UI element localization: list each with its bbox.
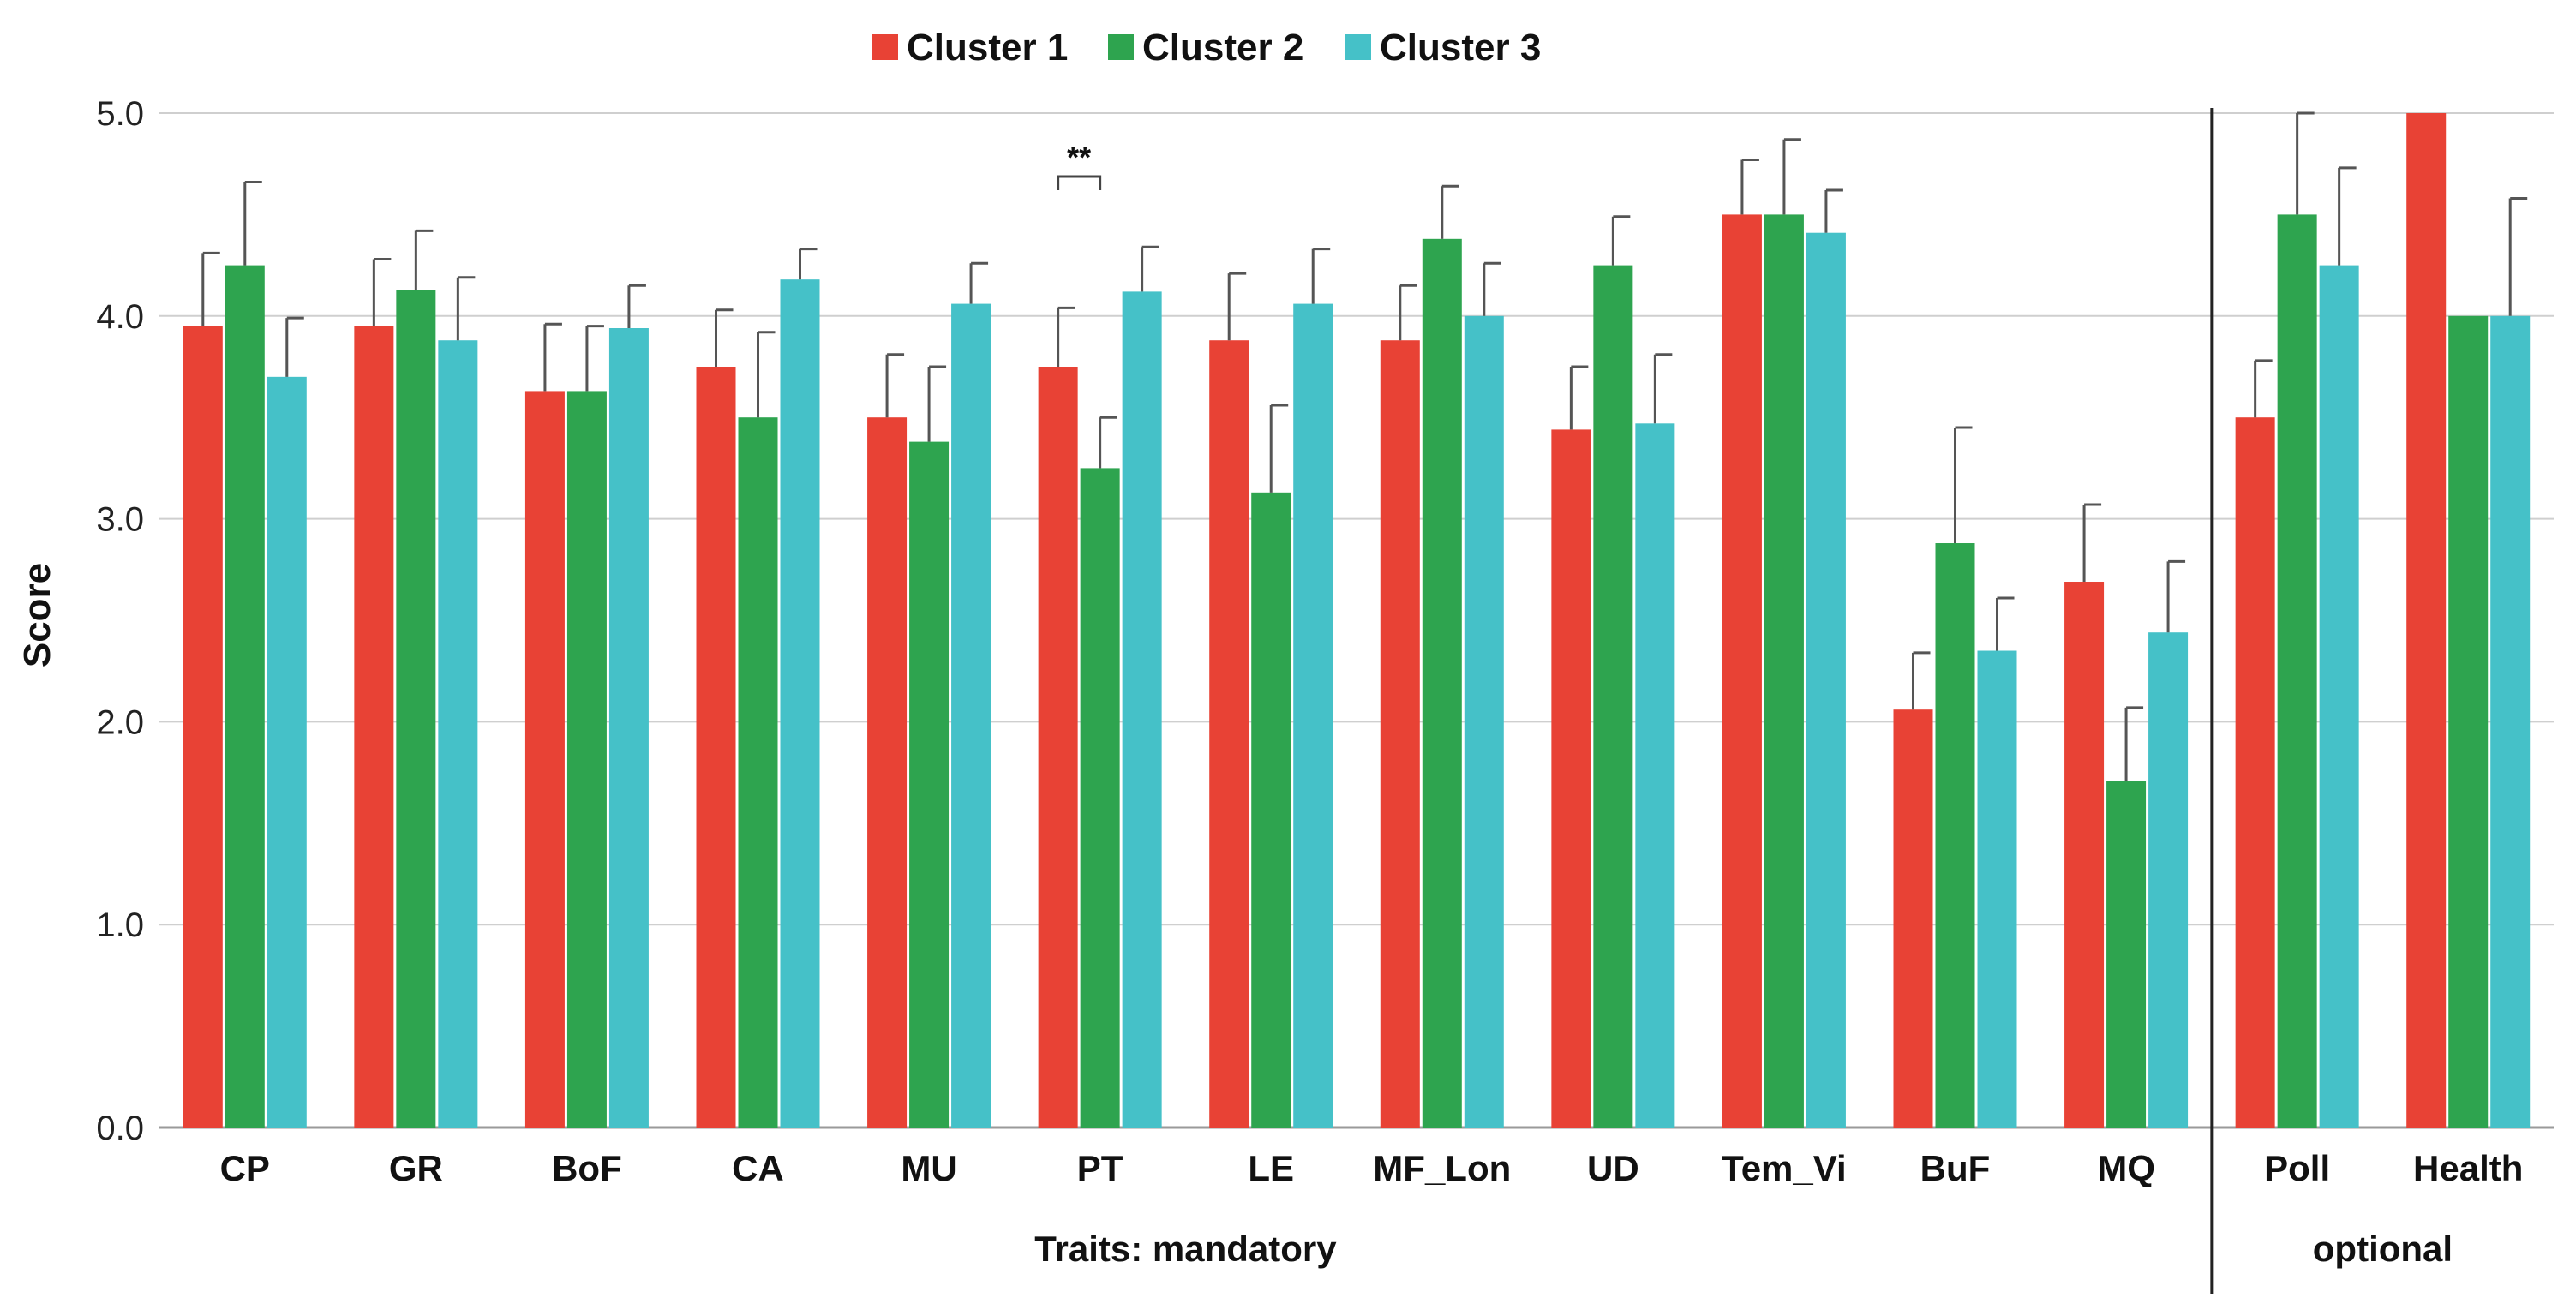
y-axis-title: Score (16, 563, 58, 667)
error-bars (201, 111, 2528, 781)
bar (183, 326, 223, 1128)
y-tick-label: 5.0 (96, 95, 144, 133)
x-tick-label: Tem_Vi (1722, 1148, 1847, 1188)
x-tick-label: CA (732, 1148, 784, 1188)
bar (438, 340, 478, 1128)
legend-label: Cluster 1 (907, 27, 1068, 69)
bar (1209, 340, 1249, 1128)
bar (2235, 417, 2275, 1128)
bar (2106, 781, 2147, 1128)
bar (225, 265, 265, 1128)
legend-item: Cluster 2 (1108, 27, 1303, 69)
bar (867, 417, 908, 1128)
bar (354, 326, 394, 1128)
y-tick-label: 3.0 (96, 501, 144, 539)
y-axis-ticks: 0.0 1.0 2.0 3.0 4.0 5.0 (96, 95, 144, 1147)
bar (1464, 315, 1504, 1128)
bar (1893, 709, 1933, 1128)
bar (1038, 367, 1078, 1128)
y-tick-label: 0.0 (96, 1110, 144, 1147)
x-tick-label: MF_Lon (1373, 1148, 1511, 1188)
legend-swatch (1345, 34, 1371, 60)
legend-label: Cluster 2 (1142, 27, 1303, 69)
bar (738, 417, 778, 1128)
group-label: optional (2313, 1229, 2453, 1269)
bar (1935, 543, 1975, 1128)
x-tick-label: LE (1248, 1148, 1294, 1188)
x-tick-label: Health (2413, 1148, 2523, 1188)
bar (909, 441, 950, 1128)
bar (2277, 214, 2317, 1128)
bar (608, 328, 649, 1128)
bar (1422, 238, 1462, 1128)
legend-item: Cluster 3 (1345, 27, 1541, 69)
bar (780, 279, 820, 1128)
category-groups: Traits: mandatory optional (1034, 108, 2453, 1294)
y-tick-label: 4.0 (96, 298, 144, 336)
x-tick-label: PT (1077, 1148, 1123, 1188)
bar (1593, 265, 1633, 1128)
x-tick-label: CP (220, 1148, 270, 1188)
bar (2319, 265, 2359, 1128)
bar (524, 391, 565, 1128)
x-tick-label: MQ (2097, 1148, 2155, 1188)
bar (1080, 468, 1120, 1128)
bar (1293, 303, 1333, 1128)
bar (1722, 214, 1762, 1128)
x-tick-label: GR (389, 1148, 443, 1188)
bar (696, 367, 736, 1128)
bar (2490, 315, 2531, 1128)
legend: Cluster 1 Cluster 2 Cluster 3 (872, 27, 1541, 69)
x-axis-ticks: CP GR BoF CA MU PT LE MF_Lon UD Tem_Vi BuF MQ Poll He… (220, 1148, 2524, 1188)
bar (1551, 429, 1591, 1128)
significance-bracket (1057, 175, 1102, 190)
legend-swatch (1108, 34, 1134, 60)
bar (1380, 340, 1420, 1128)
bar (396, 290, 436, 1128)
bar (2406, 113, 2447, 1128)
bar (566, 391, 607, 1128)
y-tick-label: 1.0 (96, 906, 144, 944)
x-tick-label: Poll (2264, 1148, 2330, 1188)
x-tick-label: BuF (1920, 1148, 1991, 1188)
x-tick-label: MU (901, 1148, 956, 1188)
legend-item: Cluster 1 (872, 27, 1068, 69)
bar (951, 303, 991, 1128)
annotations: ** (1057, 140, 1102, 190)
bar (267, 376, 307, 1128)
bar (1977, 650, 2017, 1128)
gridlines (159, 112, 2554, 1129)
bars (183, 113, 2531, 1128)
bar (2064, 582, 2105, 1128)
significance-marker: ** (1067, 140, 1091, 175)
x-tick-label: BoF (552, 1148, 622, 1188)
y-tick-label: 2.0 (96, 703, 144, 741)
group-label: Traits: mandatory (1034, 1229, 1337, 1269)
bar (1764, 214, 1804, 1128)
bar (1635, 423, 1675, 1128)
bar (2148, 632, 2189, 1128)
bar (1806, 232, 1846, 1128)
legend-label: Cluster 3 (1380, 27, 1541, 69)
x-tick-label: UD (1587, 1148, 1639, 1188)
bar (1251, 492, 1291, 1128)
bar (2448, 315, 2489, 1128)
legend-swatch (872, 34, 898, 60)
bar (1122, 291, 1162, 1128)
